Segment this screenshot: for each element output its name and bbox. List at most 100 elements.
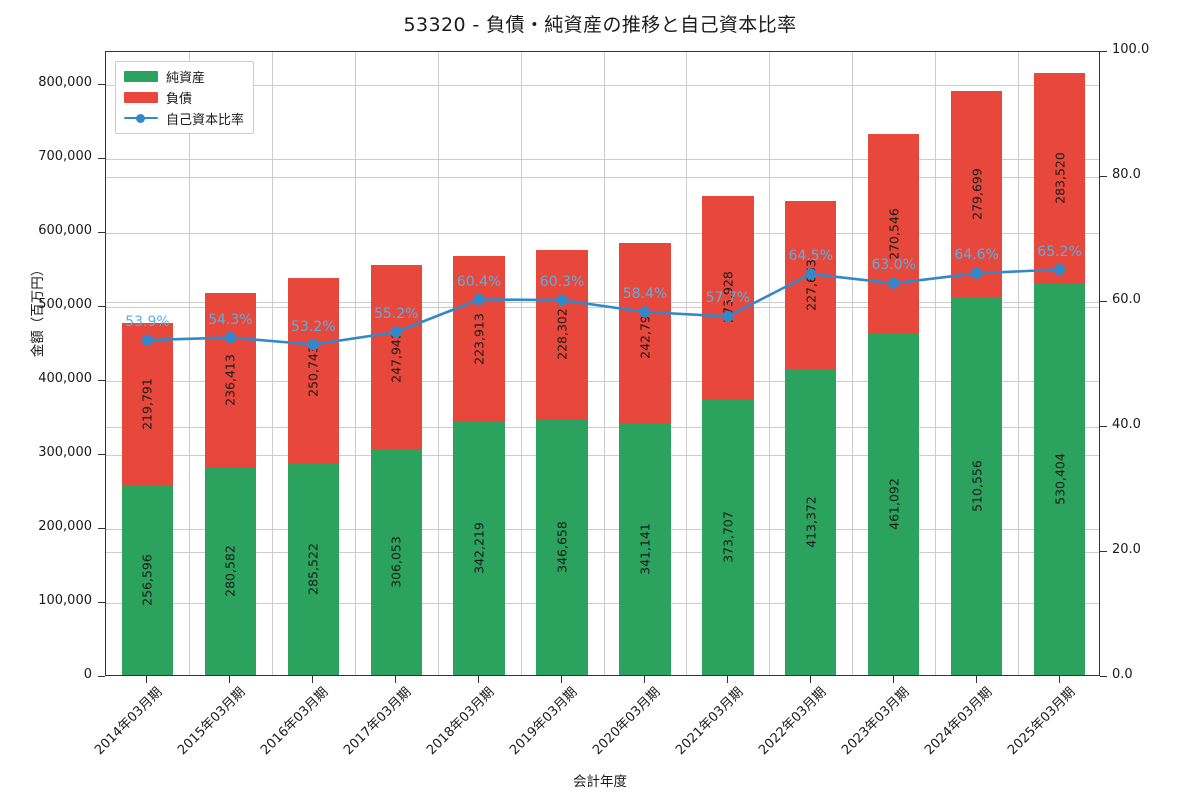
y-tick-label-right: 80.0 (1112, 167, 1141, 182)
bar-stack[interactable]: 346,658 228,302 (536, 50, 588, 675)
ratio-value-label: 57.7% (705, 290, 751, 307)
x-tick-mark (892, 676, 894, 683)
grid-line (769, 52, 771, 675)
legend-label-liability: 負債 (166, 91, 193, 107)
x-tick-label: 2017年03月期 (341, 684, 415, 759)
bar-value-label-liability: 223,913 (471, 313, 487, 365)
y-tick-mark-right (1100, 51, 1107, 52)
plot-area: 256,596 219,791 280,582 236,413 285,522 250,7… (105, 51, 1100, 676)
bar-segment-liability[interactable]: 227,663 (785, 200, 837, 370)
bar-segment-liability[interactable]: 283,520 (1033, 73, 1086, 283)
grid-line (271, 52, 273, 675)
legend-marker-ratio (124, 113, 158, 124)
y-tick-label-left: 800,000 (38, 75, 92, 91)
bar-stack[interactable]: 342,219 223,913 (453, 50, 505, 675)
y-tick-label-right: 20.0 (1112, 542, 1141, 557)
bar-stack[interactable]: 510,556 279,699 (950, 50, 1003, 675)
bar-value-label-liability: 270,546 (886, 208, 902, 260)
bar-stack[interactable]: 256,596 219,791 (121, 50, 174, 675)
bar-segment-equity[interactable]: 342,219 (453, 421, 505, 675)
page-title: 53320 - 負債・純資産の推移と自己資本比率 (403, 14, 797, 36)
y-tick-mark-right (1100, 176, 1107, 177)
bar-segment-equity[interactable]: 285,522 (287, 463, 339, 675)
bar-stack[interactable]: 373,707 273,928 (702, 50, 754, 675)
x-tick-label: 2021年03月期 (673, 684, 747, 759)
bar-segment-equity[interactable]: 373,707 (702, 398, 754, 675)
y-tick-label-left: 400,000 (38, 371, 92, 387)
y-tick-mark-left (98, 602, 105, 604)
bar-segment-equity[interactable]: 256,596 (121, 485, 174, 675)
bar-stack[interactable]: 285,522 250,743 (287, 50, 339, 675)
bar-stack[interactable]: 413,372 227,663 (785, 50, 837, 675)
bar-segment-equity[interactable]: 280,582 (204, 467, 257, 675)
bar-segment-liability[interactable]: 250,743 (287, 278, 339, 464)
bar-segment-equity[interactable]: 413,372 (785, 369, 837, 675)
legend-swatch-equity (124, 70, 158, 82)
bar-value-label-equity: 530,404 (1052, 452, 1068, 505)
x-tick-mark (975, 676, 977, 683)
grid-line (106, 177, 1099, 178)
legend: 純資産 負債 自己資本比率 (115, 61, 255, 134)
y-tick-mark-right (1100, 301, 1107, 302)
grid-line (437, 52, 439, 675)
y-tick-label-right: 100.0 (1112, 42, 1150, 57)
x-tick-mark (312, 676, 314, 683)
bar-value-label-liability: 279,699 (969, 168, 985, 220)
bar-segment-liability[interactable]: 242,793 (619, 243, 671, 423)
grid-line (106, 552, 1099, 553)
legend-item-liability: 負債 (124, 89, 244, 107)
y-tick-mark-right (1100, 426, 1107, 427)
ratio-value-label: 60.3% (539, 274, 585, 291)
bar-segment-equity[interactable]: 346,658 (536, 418, 588, 675)
bar-stack[interactable]: 530,404 283,520 (1033, 50, 1086, 675)
bar-segment-liability[interactable]: 219,791 (121, 322, 174, 486)
bar-segment-liability[interactable]: 247,943 (370, 265, 422, 449)
x-tick-mark (809, 676, 811, 683)
bar-value-label-liability: 236,413 (222, 354, 238, 406)
x-tick-label: 2016年03月期 (258, 684, 332, 759)
grid-line (106, 233, 1099, 235)
x-tick-mark (478, 676, 480, 683)
grid-line (686, 52, 688, 675)
bar-stack[interactable]: 306,053 247,943 (370, 50, 422, 675)
bar-value-label-liability: 250,743 (305, 345, 321, 397)
bar-value-label-liability: 242,793 (637, 307, 653, 359)
bar-value-label-equity: 413,372 (803, 496, 819, 548)
x-tick-label: 2025年03月期 (1004, 684, 1078, 759)
grid-line (106, 529, 1099, 531)
x-tick-label: 2023年03月期 (838, 684, 913, 759)
bar-segment-equity[interactable]: 306,053 (370, 448, 422, 675)
grid-line (354, 52, 356, 675)
bar-value-label-liability: 283,520 (1052, 151, 1068, 204)
bar-stack[interactable]: 280,582 236,413 (204, 50, 257, 675)
bar-segment-equity[interactable]: 341,141 (619, 422, 671, 675)
ratio-value-label: 60.4% (456, 273, 502, 290)
grid-line (603, 52, 605, 675)
ratio-value-label: 64.6% (954, 247, 999, 264)
bar-segment-equity[interactable]: 510,556 (950, 297, 1003, 675)
bar-segment-equity[interactable]: 461,092 (868, 333, 920, 675)
y-tick-label-right: 0.0 (1112, 667, 1133, 682)
y-tick-mark-left (98, 528, 105, 530)
y-tick-label-left: 600,000 (38, 223, 92, 239)
bar-segment-liability[interactable]: 270,546 (868, 133, 920, 334)
y-tick-label-right: 40.0 (1112, 417, 1141, 432)
bar-segment-equity[interactable]: 530,404 (1033, 282, 1086, 675)
grid-line (106, 159, 1099, 161)
y-tick-label-left: 300,000 (38, 445, 92, 461)
ratio-value-label: 53.9% (125, 314, 170, 331)
bar-stack[interactable]: 461,092 270,546 (868, 50, 920, 675)
legend-item-equity: 純資産 (124, 68, 244, 86)
y-tick-mark-left (98, 232, 105, 234)
x-tick-label: 2020年03月期 (590, 684, 664, 759)
y-tick-label-left: 0 (83, 667, 92, 682)
y-tick-mark-left (98, 380, 105, 382)
x-tick-mark (643, 676, 645, 683)
bar-value-label-liability: 247,943 (388, 331, 404, 383)
y-tick-label-left: 200,000 (38, 519, 92, 535)
grid-line (106, 85, 1099, 87)
y-tick-mark-left (98, 158, 105, 160)
bar-segment-liability[interactable]: 279,699 (950, 90, 1003, 298)
bar-stack[interactable]: 341,141 242,793 (619, 50, 671, 675)
ratio-value-label: 54.3% (208, 311, 253, 328)
